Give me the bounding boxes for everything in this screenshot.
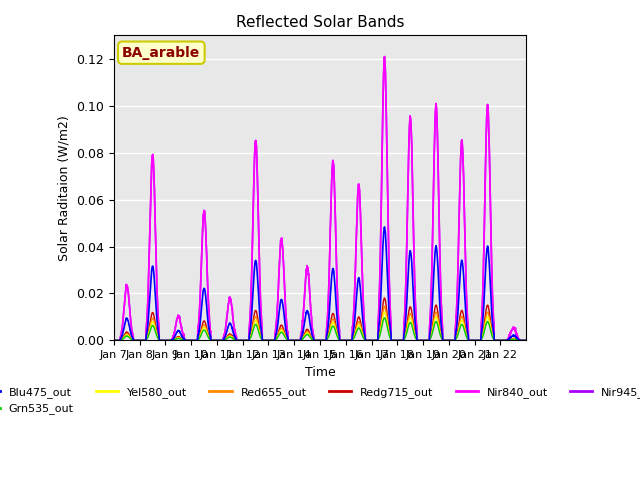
Text: BA_arable: BA_arable bbox=[122, 46, 200, 60]
Redg715_out bbox=[467, 337, 474, 343]
X-axis label: Time: Time bbox=[305, 366, 335, 379]
Y-axis label: Solar Raditaion (W/m2): Solar Raditaion (W/m2) bbox=[58, 115, 70, 261]
Yel580_out bbox=[444, 337, 451, 343]
Blu475_out bbox=[444, 337, 451, 343]
Red655_out bbox=[522, 337, 530, 343]
Grn535_out bbox=[344, 337, 351, 343]
Redg715_out bbox=[344, 337, 351, 343]
Yel580_out bbox=[381, 309, 388, 315]
Nir945_out bbox=[516, 337, 524, 343]
Grn535_out bbox=[444, 337, 451, 343]
Nir840_out bbox=[444, 337, 451, 343]
Yel580_out bbox=[522, 337, 530, 343]
Title: Reflected Solar Bands: Reflected Solar Bands bbox=[236, 15, 404, 30]
Blu475_out bbox=[522, 337, 530, 343]
Grn535_out bbox=[522, 337, 530, 343]
Nir945_out bbox=[381, 54, 388, 60]
Line: Yel580_out: Yel580_out bbox=[114, 312, 526, 340]
Redg715_out bbox=[381, 295, 388, 301]
Blu475_out bbox=[344, 337, 351, 343]
Nir840_out bbox=[344, 337, 351, 343]
Grn535_out bbox=[110, 337, 118, 343]
Nir945_out bbox=[467, 337, 474, 343]
Grn535_out bbox=[381, 315, 388, 321]
Yel580_out bbox=[467, 337, 474, 343]
Nir945_out bbox=[240, 337, 248, 343]
Nir945_out bbox=[344, 337, 351, 343]
Grn535_out bbox=[151, 328, 159, 334]
Yel580_out bbox=[240, 337, 248, 343]
Line: Blu475_out: Blu475_out bbox=[114, 227, 526, 340]
Redg715_out bbox=[110, 337, 118, 343]
Grn535_out bbox=[516, 337, 524, 343]
Nir840_out bbox=[110, 337, 118, 343]
Grn535_out bbox=[240, 337, 248, 343]
Blu475_out bbox=[240, 337, 248, 343]
Blu475_out bbox=[381, 224, 388, 230]
Red655_out bbox=[444, 337, 451, 343]
Nir840_out bbox=[151, 216, 159, 222]
Grn535_out bbox=[467, 337, 474, 343]
Nir840_out bbox=[522, 337, 530, 343]
Red655_out bbox=[151, 323, 159, 329]
Redg715_out bbox=[240, 337, 248, 343]
Red655_out bbox=[240, 337, 248, 343]
Yel580_out bbox=[151, 325, 159, 331]
Red655_out bbox=[344, 337, 351, 343]
Line: Nir945_out: Nir945_out bbox=[114, 57, 526, 340]
Yel580_out bbox=[516, 337, 524, 343]
Redg715_out bbox=[444, 337, 451, 343]
Nir840_out bbox=[516, 337, 524, 343]
Blu475_out bbox=[151, 289, 159, 295]
Nir945_out bbox=[522, 337, 530, 343]
Redg715_out bbox=[516, 337, 524, 343]
Red655_out bbox=[467, 337, 474, 343]
Nir840_out bbox=[381, 54, 388, 60]
Red655_out bbox=[516, 337, 524, 343]
Yel580_out bbox=[344, 337, 351, 343]
Redg715_out bbox=[151, 319, 159, 325]
Line: Red655_out: Red655_out bbox=[114, 306, 526, 340]
Nir945_out bbox=[444, 337, 451, 343]
Blu475_out bbox=[516, 337, 524, 343]
Nir840_out bbox=[240, 337, 248, 343]
Redg715_out bbox=[522, 337, 530, 343]
Nir945_out bbox=[110, 337, 118, 343]
Red655_out bbox=[110, 337, 118, 343]
Nir840_out bbox=[467, 337, 474, 343]
Blu475_out bbox=[467, 337, 474, 343]
Line: Nir840_out: Nir840_out bbox=[114, 57, 526, 340]
Red655_out bbox=[381, 303, 388, 309]
Legend: Blu475_out, Grn535_out, Yel580_out, Red655_out, Redg715_out, Nir840_out, Nir945_: Blu475_out, Grn535_out, Yel580_out, Red6… bbox=[0, 383, 640, 419]
Nir945_out bbox=[151, 216, 159, 222]
Blu475_out bbox=[110, 337, 118, 343]
Line: Redg715_out: Redg715_out bbox=[114, 298, 526, 340]
Yel580_out bbox=[110, 337, 118, 343]
Line: Grn535_out: Grn535_out bbox=[114, 318, 526, 340]
